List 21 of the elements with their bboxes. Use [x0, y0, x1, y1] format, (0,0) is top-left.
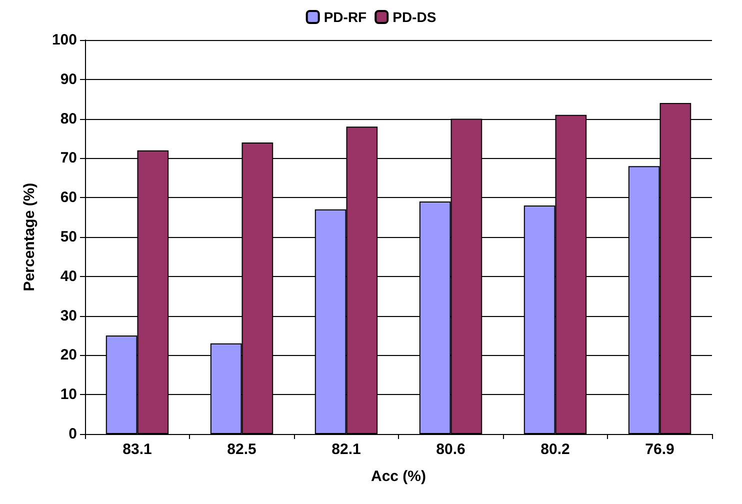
y-tick-label: 90 — [60, 70, 77, 88]
y-tick-label: 0 — [68, 426, 77, 442]
y-tick-label: 10 — [60, 386, 77, 404]
x-tick-label: 82.1 — [332, 441, 361, 458]
y-tick-label: 30 — [60, 307, 77, 324]
y-tick-label: 40 — [60, 268, 77, 285]
x-tick-label: 76.9 — [645, 441, 674, 458]
legend-label: PD-DS — [392, 9, 436, 25]
y-tick-label: 100 — [52, 32, 77, 48]
x-tick-label: 83.1 — [122, 441, 152, 458]
y-tick-label: 60 — [60, 189, 77, 206]
y-tick-label: 50 — [60, 228, 77, 246]
x-axis-title: Acc (%) — [370, 468, 426, 485]
x-tick-label: 80.6 — [436, 441, 466, 458]
x-tick-label: 82.5 — [227, 441, 256, 458]
x-tick-label: 80.2 — [540, 441, 570, 458]
y-tick-label: 20 — [60, 346, 77, 364]
legend-label: PD-RF — [324, 9, 368, 25]
y-axis-title: Percentage (%) — [21, 182, 38, 292]
y-tick-label: 70 — [60, 150, 77, 167]
y-tick-label: 80 — [60, 110, 77, 128]
